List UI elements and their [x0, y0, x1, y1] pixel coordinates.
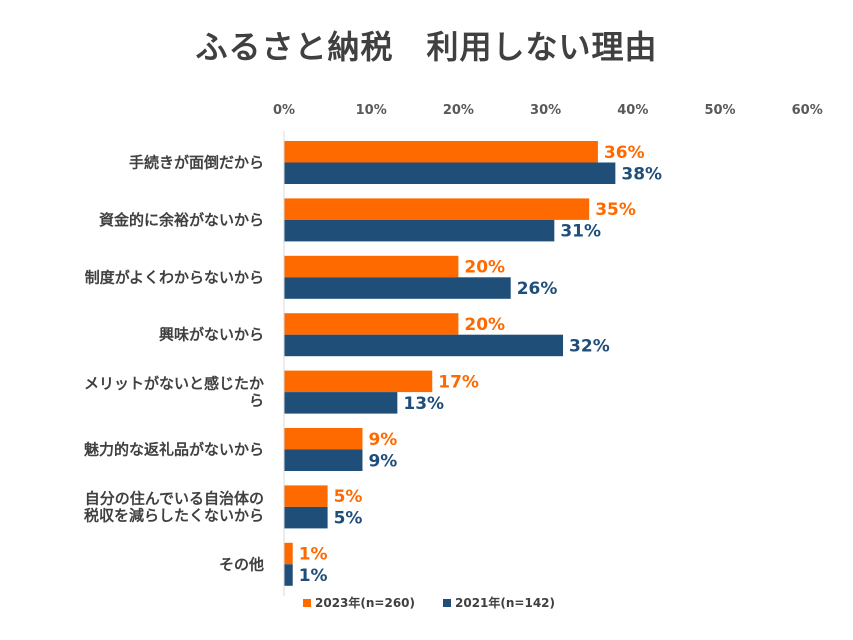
data-label: 26% [517, 279, 558, 299]
category-label: 手続きが面倒だから [129, 154, 264, 172]
data-label: 1% [299, 566, 328, 586]
data-label: 17% [438, 372, 479, 392]
bar [284, 564, 293, 586]
bar [284, 428, 363, 450]
data-label: 5% [334, 509, 363, 529]
category-label: 魅力的な返礼品がないから [84, 441, 264, 459]
data-label: 35% [595, 200, 636, 220]
x-tick-label: 30% [530, 103, 561, 118]
data-label: 20% [464, 258, 505, 278]
data-label: 13% [403, 394, 444, 414]
bar [284, 198, 590, 220]
bar [284, 255, 459, 278]
category-label: 税収を減らしたくないから [84, 506, 264, 524]
bar [284, 370, 433, 393]
bar [284, 542, 293, 565]
x-tick-label: 20% [443, 103, 474, 118]
bar [284, 141, 598, 163]
data-label: 9% [368, 430, 397, 450]
x-tick-label: 40% [617, 103, 648, 118]
bar [284, 392, 398, 414]
data-label: 38% [621, 164, 662, 184]
x-tick-label: 10% [356, 103, 387, 118]
category-label: その他 [219, 555, 264, 573]
bar [284, 162, 616, 184]
data-label: 20% [464, 315, 505, 335]
bars: 36%38%35%31%20%26%20%32%17%13%9%9%5%5%1%… [284, 141, 662, 586]
category-label: 資金的に余裕がないから [99, 211, 264, 229]
legend-entry: 2021年(n=142) [455, 595, 555, 610]
category-labels: 手続きが面倒だから資金的に余裕がないから制度がよくわからないから興味がないからメ… [84, 154, 264, 574]
legend-entry: 2023年(n=260) [315, 595, 415, 610]
legend: 2023年(n=260) 2021年(n=142) [303, 595, 555, 610]
x-tick-label: 50% [704, 103, 735, 118]
bar [284, 485, 328, 507]
data-label: 36% [604, 143, 645, 163]
bar [284, 506, 328, 529]
data-label: 1% [299, 545, 328, 565]
data-label: 31% [560, 222, 601, 242]
x-tick-label: 60% [792, 103, 823, 118]
bar [284, 219, 555, 242]
category-label: 興味がないから [159, 326, 264, 344]
chart-title: ふるさと納税 利用しない理由 [195, 28, 658, 66]
bar [284, 449, 363, 471]
x-axis-ticks: 0% 10% 20% 30% 40% 50% 60% [273, 103, 823, 118]
bar [284, 277, 511, 299]
bar [284, 334, 564, 357]
bar [284, 313, 459, 335]
category-label: 自分の住んでいる自治体の [85, 489, 264, 507]
legend-swatch [303, 599, 311, 607]
data-label: 5% [334, 487, 363, 507]
category-label: メリットがないと感じたか [84, 375, 264, 393]
data-label: 9% [368, 451, 397, 471]
category-label: 制度がよくわからないから [85, 268, 264, 286]
data-label: 32% [569, 336, 610, 356]
x-tick-label: 0% [273, 103, 295, 118]
legend-swatch [443, 599, 451, 607]
category-label: ら [249, 392, 264, 410]
